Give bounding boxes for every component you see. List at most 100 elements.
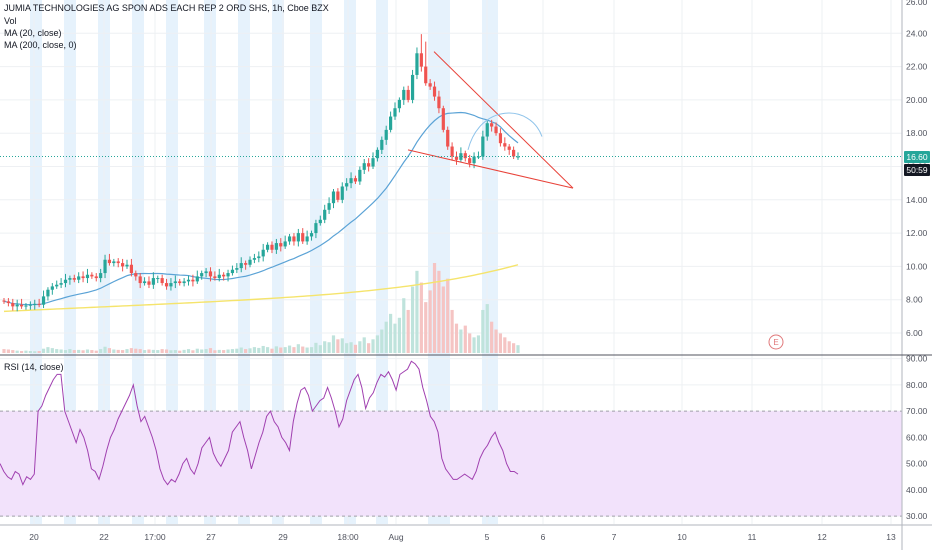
volume-bar-108 [476, 335, 481, 353]
volume-bar-2 [11, 350, 15, 353]
volume-bar-63 [279, 347, 283, 353]
candle-body-15 [68, 278, 72, 280]
candle-body-114 [503, 143, 507, 147]
candle-body-110 [485, 123, 489, 137]
volume-bar-84 [371, 339, 375, 353]
volume-bar-12 [55, 349, 59, 353]
candle-body-77 [340, 186, 344, 200]
candle-body-41 [182, 281, 186, 284]
volume-bar-73 [323, 341, 327, 353]
volume-bar-53 [235, 348, 239, 353]
volume-bar-113 [498, 333, 503, 353]
moving-averages [3, 111, 519, 313]
candle-body-59 [261, 249, 265, 257]
candle-body-94 [415, 53, 419, 75]
candle-body-63 [279, 243, 283, 247]
candle-body-24 [107, 259, 112, 264]
volume-bar-98 [432, 263, 437, 353]
volume-bar-93 [410, 286, 415, 353]
volume-bar-33 [147, 349, 151, 353]
candle-body-54 [239, 263, 243, 269]
trendline-upper [433, 51, 574, 189]
volume-bar-69 [305, 347, 309, 353]
candle-body-28 [125, 264, 129, 267]
volume-bar-99 [437, 270, 441, 353]
candle-body-4 [19, 304, 24, 307]
rsi-band [0, 410, 902, 517]
volume-bar-48 [213, 350, 217, 353]
candle-body-8 [37, 303, 41, 305]
y-tick-label-9: 8.00 [906, 295, 923, 305]
volume-bar-105 [463, 325, 467, 353]
ma20-line [3, 111, 519, 306]
volume-bar-46 [204, 349, 208, 353]
candle-body-111 [490, 123, 494, 127]
y-tick-label-1: 24.00 [906, 28, 928, 38]
chart-title[interactable]: JUMIA TECHNOLOGIES AG SPON ADS EACH REP … [4, 3, 329, 13]
candle-body-100 [441, 108, 445, 130]
axis-ticks: 24.0022.0020.0018.0016.0014.0012.0010.00… [29, 0, 927, 542]
candle-body-50 [222, 274, 226, 277]
candle-body-33 [147, 281, 151, 285]
volume-bar-6 [28, 351, 32, 353]
candle-body-68 [301, 233, 305, 242]
rsi-y-tick-label-6: 30.00 [906, 511, 928, 521]
volume-bar-67 [296, 344, 300, 353]
y-tick-label-top: 26.00 [906, 0, 928, 7]
candle-body-44 [195, 276, 199, 282]
volume-bar-32 [142, 350, 147, 353]
volume-bar-68 [301, 346, 305, 353]
volume-bar-29 [129, 348, 134, 353]
legend-ma200[interactable]: MA (200, close, 0) [4, 40, 77, 50]
volume-bar-15 [68, 349, 72, 353]
y-tick-label-7: 12.00 [906, 228, 928, 238]
volume-bar-114 [503, 337, 507, 353]
x-tick-label-12: 12 [817, 532, 827, 542]
volume-bar-18 [81, 350, 85, 353]
rsi-y-tick-label-5: 40.00 [906, 485, 928, 495]
volume-bar-9 [41, 348, 46, 353]
candle-body-14 [63, 279, 68, 284]
candle-body-81 [358, 169, 362, 182]
candle-body-56 [248, 259, 252, 265]
volume-bar-101 [446, 278, 450, 353]
candle-body-86 [380, 139, 384, 150]
volume-bar-76 [336, 339, 340, 353]
volume-bar-11 [50, 348, 54, 353]
legend-rsi[interactable]: RSI (14, close) [4, 362, 64, 372]
volume-bar-116 [512, 343, 516, 353]
volume-bar-3 [15, 350, 19, 353]
candle-body-52 [230, 269, 235, 274]
rsi-y-tick-label-0: 90.00 [906, 354, 928, 364]
legend-vol[interactable]: Vol [4, 16, 17, 26]
candles [2, 34, 520, 312]
session-shade-9 [344, 0, 356, 524]
volume-bar-45 [200, 349, 204, 353]
volume-bar-26 [116, 349, 120, 353]
volume-bar-103 [454, 323, 459, 353]
candle-body-79 [349, 178, 353, 184]
candle-body-39 [173, 281, 177, 284]
y-tick-label-10: 6.00 [906, 328, 923, 338]
volume-bar-115 [507, 341, 511, 353]
volume-bar-34 [151, 349, 155, 353]
candle-body-60 [265, 244, 270, 250]
candle-body-92 [406, 89, 410, 100]
legend-ma20[interactable]: MA (20, close) [4, 28, 62, 38]
candle-body-9 [41, 296, 46, 305]
candle-body-25 [112, 261, 116, 264]
candle-body-106 [468, 158, 472, 164]
candle-body-47 [208, 271, 213, 277]
volume-bar-61 [270, 348, 274, 353]
volume-bar-40 [178, 350, 182, 353]
y-tick-label-4: 18.00 [906, 128, 928, 138]
volume-bar-64 [283, 347, 287, 353]
candle-body-45 [200, 273, 204, 277]
candle-body-113 [498, 133, 503, 144]
session-shade-7 [272, 0, 284, 524]
candle-body-71 [314, 223, 318, 234]
volume-bar-43 [191, 350, 195, 353]
